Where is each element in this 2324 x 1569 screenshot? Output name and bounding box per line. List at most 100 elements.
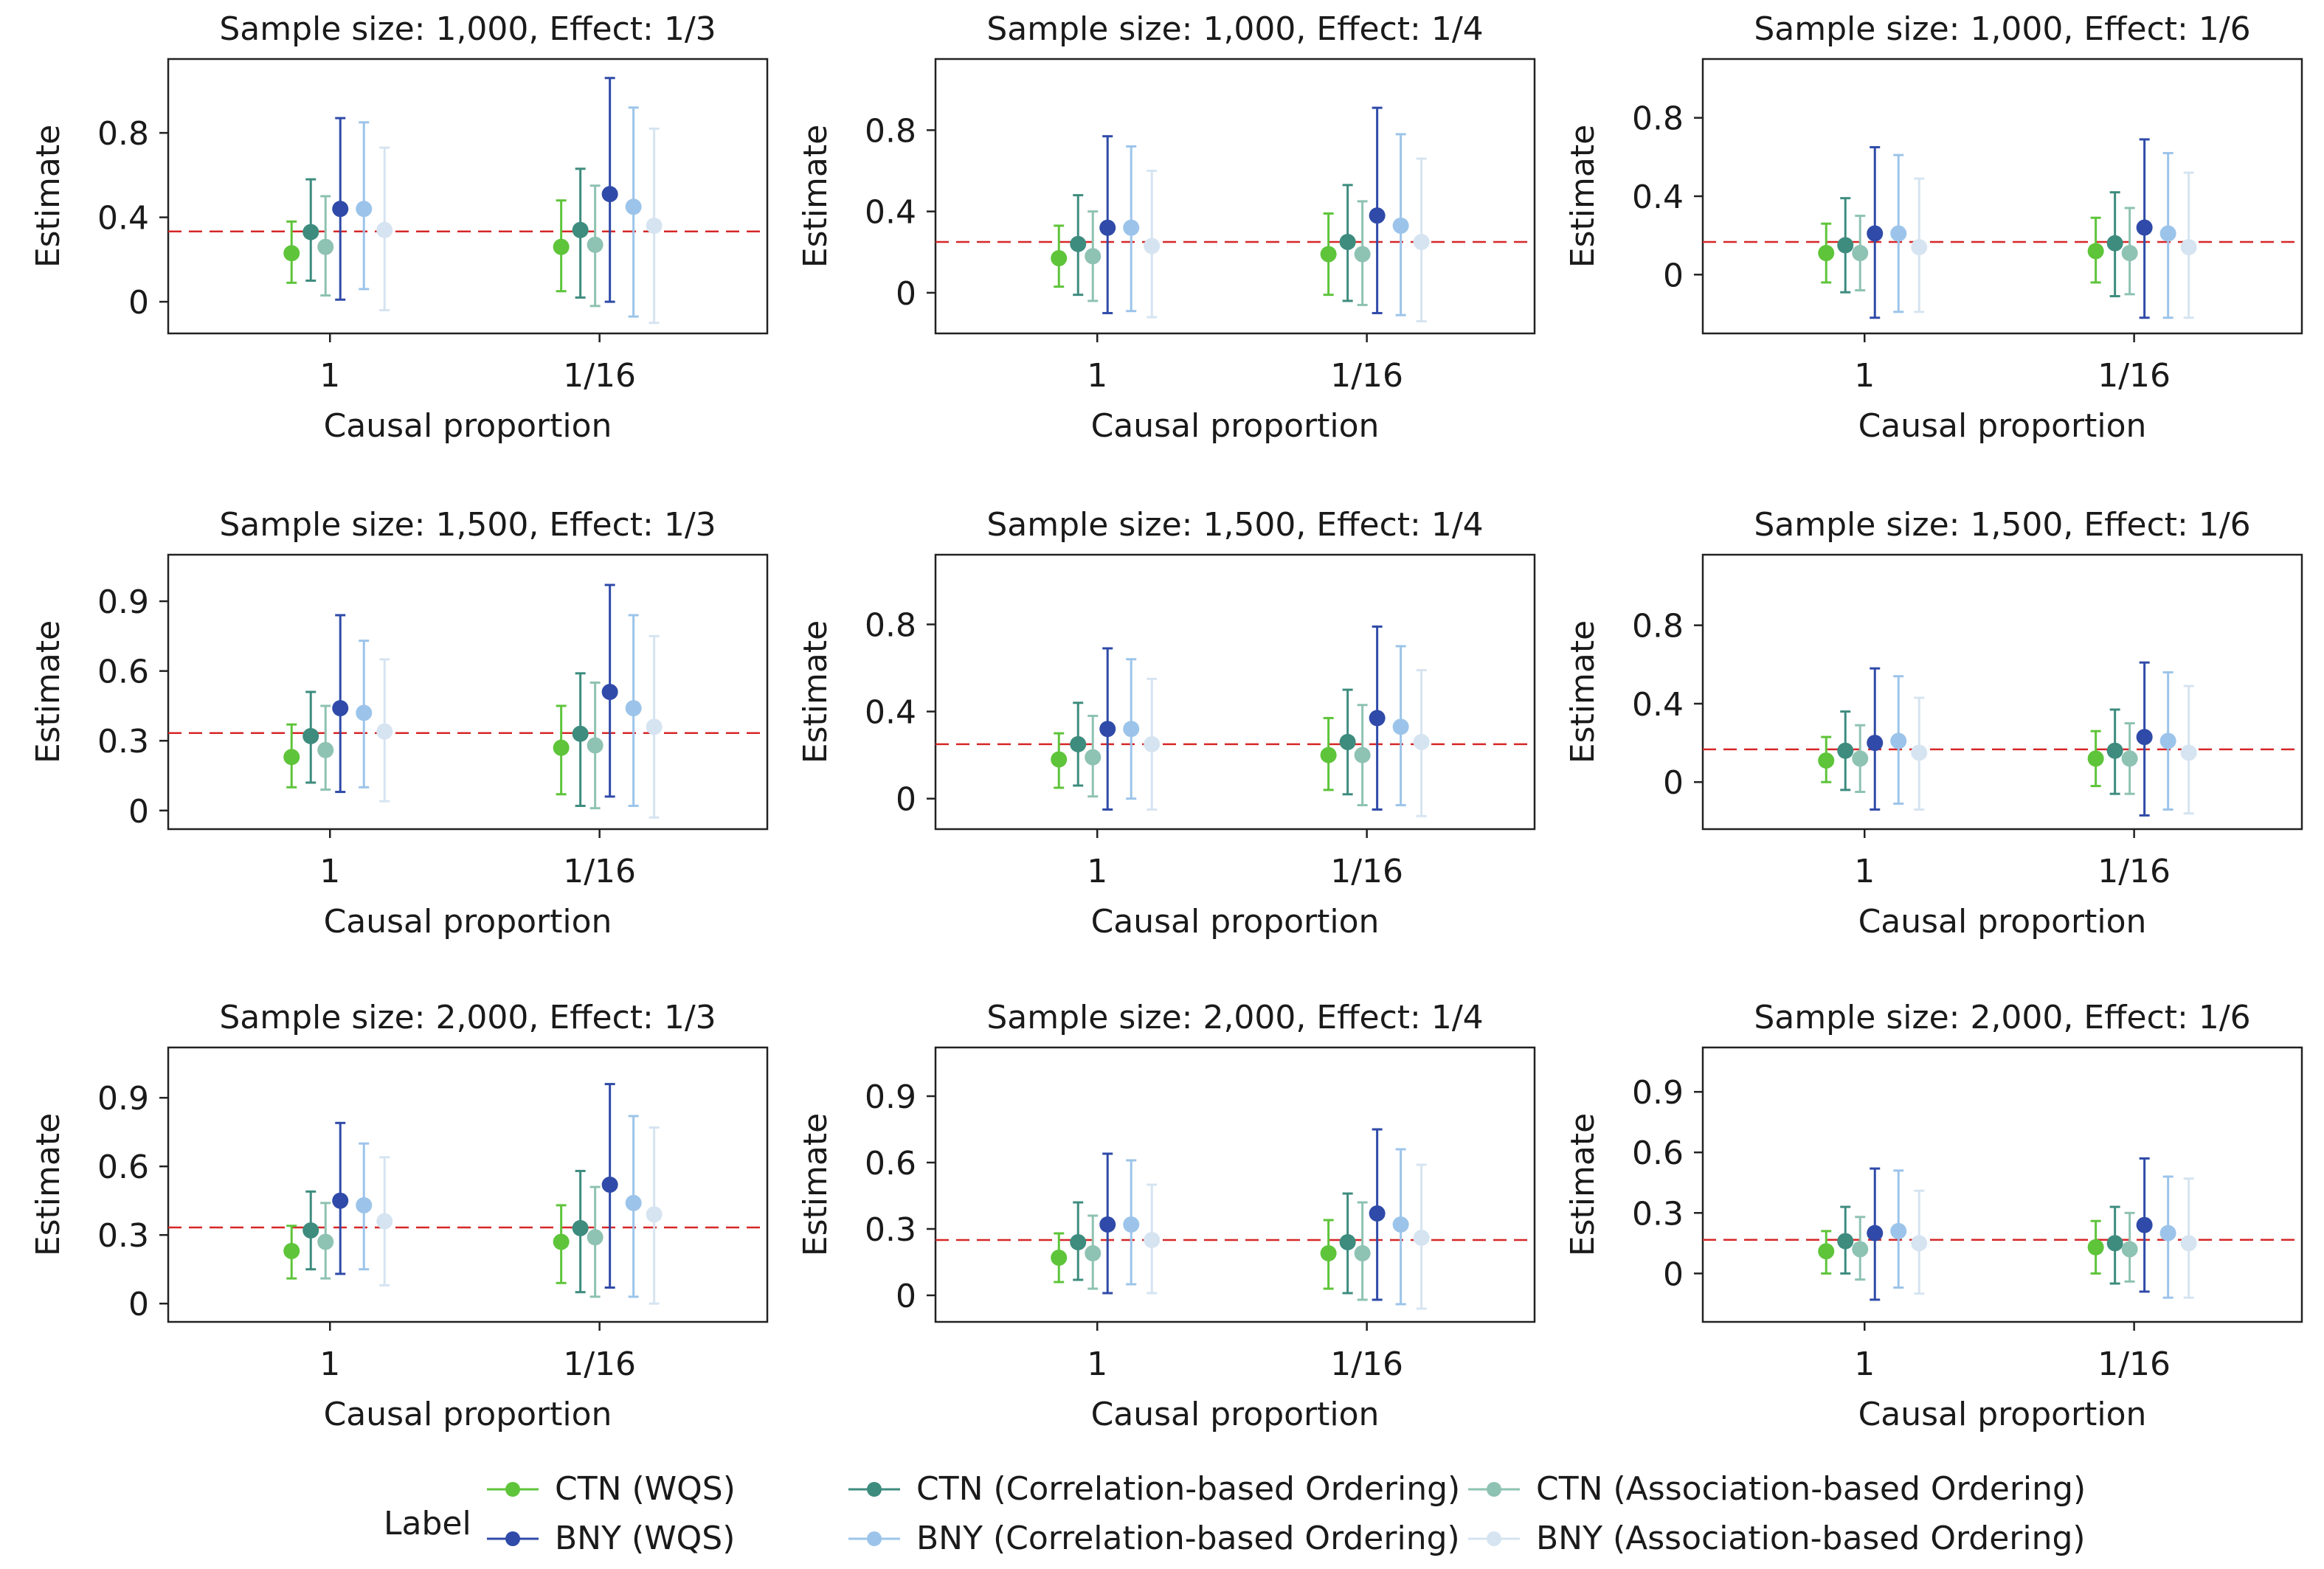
error-bar-bny-wqs: [1099, 647, 1116, 811]
point-bny-association-based-ordering: [646, 1206, 663, 1223]
plot-frame: [934, 58, 1536, 335]
y-tick-label: 0.9: [1632, 1074, 1684, 1112]
error-bar-bny-correlation-based-ordering: [2159, 671, 2176, 811]
point-ctn-correlation-based-ordering: [1339, 1234, 1356, 1250]
error-bar-bny-correlation-based-ordering: [1890, 153, 1907, 314]
x-tick-label: 1: [319, 853, 340, 890]
plot-frame: [934, 553, 1536, 831]
x-tick-label: 1/16: [563, 1345, 636, 1383]
chart-panel: Sample size: 1,000, Effect: 1/3 0 0.4 0.8 Es…: [30, 10, 769, 445]
error-bar-ctn-wqs: [1051, 224, 1068, 288]
x-axis-label: Causal proportion: [1091, 903, 1380, 941]
point-bny-association-based-ordering: [1413, 234, 1430, 250]
error-bar-bny-association-based-ordering: [1144, 170, 1161, 319]
error-bar-bny-wqs: [1867, 1167, 1884, 1301]
point-ctn-wqs: [1818, 752, 1835, 769]
error-bar-ctn-wqs: [553, 199, 570, 293]
y-tick-label: 0.4: [865, 194, 916, 232]
error-bar-bny-correlation-based-ordering: [2159, 1175, 2176, 1299]
error-bar-ctn-association-based-ordering: [317, 195, 334, 297]
error-bar-bny-wqs: [1099, 135, 1116, 314]
point-bny-correlation-based-ordering: [2159, 1225, 2176, 1241]
x-tick-label: 1: [1854, 853, 1875, 890]
error-bar-ctn-wqs: [1320, 1219, 1337, 1290]
point-ctn-correlation-based-ordering: [1837, 1233, 1854, 1250]
legend-entry-ctn-wqs: CTN (WQS): [487, 1470, 736, 1508]
point-bny-association-based-ordering: [1413, 733, 1430, 750]
error-bar-ctn-correlation-based-ordering: [1837, 1205, 1854, 1275]
error-bar-ctn-correlation-based-ordering: [1070, 194, 1087, 297]
y-tick-label: 0.9: [97, 583, 149, 621]
point-bny-association-based-ordering: [1911, 239, 1928, 256]
x-tick-label: 1: [1087, 853, 1107, 890]
point-ctn-association-based-ordering: [2121, 245, 2138, 262]
error-bar-ctn-correlation-based-ordering: [1070, 1201, 1087, 1281]
error-bar-ctn-correlation-based-ordering: [1339, 184, 1356, 302]
legend-entry-bny-wqs: BNY (WQS): [487, 1520, 735, 1557]
point-ctn-wqs: [1320, 246, 1337, 263]
error-bar-bny-association-based-ordering: [1911, 177, 1928, 314]
error-bar-bny-wqs: [1099, 1152, 1116, 1295]
y-tick-label: 0.8: [865, 112, 916, 150]
point-ctn-association-based-ordering: [1354, 1245, 1371, 1261]
point-bny-correlation-based-ordering: [625, 1194, 642, 1211]
error-bar-ctn-wqs: [283, 723, 300, 789]
error-bar-bny-association-based-ordering: [1911, 1189, 1928, 1295]
y-axis-label: Estimate: [1564, 125, 1602, 268]
point-ctn-correlation-based-ordering: [1339, 733, 1356, 750]
error-bar-bny-wqs: [601, 77, 618, 303]
plot-frame: [167, 58, 769, 335]
y-tick-label: 0: [896, 1278, 916, 1315]
error-bar-ctn-association-based-ordering: [2121, 722, 2138, 795]
point-ctn-wqs: [1320, 1245, 1337, 1261]
point-ctn-correlation-based-ordering: [572, 1219, 589, 1236]
plot-frame: [1701, 553, 2303, 831]
point-bny-wqs: [2136, 729, 2153, 746]
point-bny-wqs: [601, 186, 618, 203]
point-ctn-association-based-ordering: [2121, 750, 2138, 767]
error-bar-ctn-association-based-ordering: [1852, 215, 1869, 292]
x-tick-label: 1/16: [2098, 357, 2171, 395]
error-bar-ctn-wqs: [553, 1204, 570, 1284]
error-bar-bny-association-based-ordering: [376, 658, 393, 803]
point-ctn-association-based-ordering: [587, 236, 604, 253]
y-tick-label: 0.8: [1632, 100, 1684, 138]
chart-title: Sample size: 1,500, Effect: 1/6: [1754, 506, 2250, 544]
point-bny-association-based-ordering: [1144, 238, 1161, 254]
point-bny-wqs: [332, 201, 349, 218]
chart-title: Sample size: 1,500, Effect: 1/3: [219, 506, 716, 544]
error-bar-bny-wqs: [1867, 146, 1884, 319]
error-bar-bny-association-based-ordering: [1911, 696, 1928, 811]
chart-title: Sample size: 2,000, Effect: 1/6: [1754, 999, 2250, 1036]
point-bny-association-based-ordering: [1911, 744, 1928, 761]
error-bar-ctn-wqs: [2087, 1219, 2104, 1275]
error-bar-ctn-association-based-ordering: [1085, 1214, 1102, 1290]
point-bny-correlation-based-ordering: [356, 201, 373, 218]
point-bny-association-based-ordering: [1413, 1230, 1430, 1246]
y-tick-label: 0: [896, 781, 916, 819]
point-ctn-correlation-based-ordering: [1070, 735, 1087, 752]
error-bar-bny-association-based-ordering: [1413, 1163, 1430, 1310]
error-bar-ctn-association-based-ordering: [2121, 207, 2138, 296]
point-bny-association-based-ordering: [2180, 1235, 2197, 1252]
y-tick-label: 0.9: [97, 1080, 149, 1118]
chart-panel: Sample size: 1,500, Effect: 1/3 0 0.3 0.6 0.…: [30, 506, 769, 941]
x-axis-label: Causal proportion: [1091, 407, 1380, 445]
y-tick-label: 0.6: [97, 1149, 149, 1186]
x-tick-label: 1/16: [1330, 1345, 1403, 1383]
y-axis-label: Estimate: [797, 620, 834, 763]
error-bar-bny-association-based-ordering: [646, 634, 663, 819]
y-tick-label: 0.6: [1632, 1135, 1684, 1172]
y-tick-label: 0.4: [865, 694, 916, 732]
point-bny-wqs: [1369, 207, 1386, 224]
point-bny-wqs: [1099, 721, 1116, 738]
error-bar-ctn-wqs: [1818, 1230, 1835, 1275]
error-bar-ctn-correlation-based-ordering: [572, 1169, 589, 1294]
y-tick-label: 0.4: [1632, 179, 1684, 216]
point-bny-wqs: [1867, 1225, 1884, 1241]
y-tick-label: 0.6: [865, 1145, 916, 1182]
chart-title: Sample size: 2,000, Effect: 1/4: [986, 999, 1483, 1036]
point-ctn-correlation-based-ordering: [302, 727, 319, 744]
x-axis-label: Causal proportion: [324, 903, 612, 941]
error-bar-bny-wqs: [601, 583, 618, 798]
